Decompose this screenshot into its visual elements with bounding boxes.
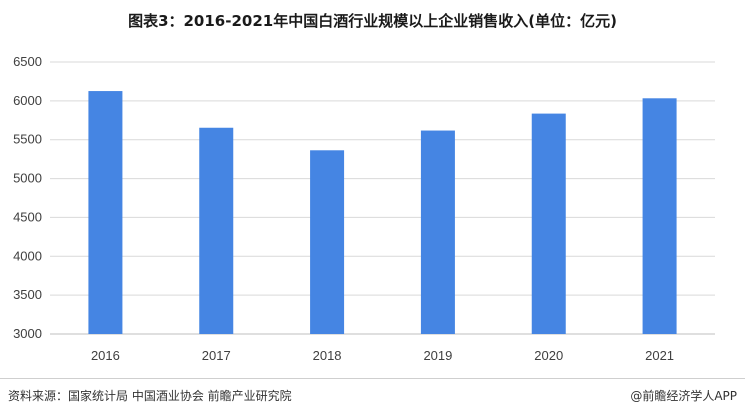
bar-2020 bbox=[531, 113, 566, 334]
brand-label: @前瞻经济学人APP bbox=[630, 389, 737, 403]
y-tick-label: 5500 bbox=[13, 132, 42, 147]
y-tick-label: 5000 bbox=[13, 171, 42, 186]
bar-2021 bbox=[642, 98, 677, 334]
x-tick-label: 2018 bbox=[313, 348, 342, 363]
bar-2017 bbox=[199, 127, 234, 335]
x-tick-label: 2019 bbox=[423, 348, 452, 363]
x-tick-label: 2020 bbox=[534, 348, 563, 363]
y-tick-label: 6500 bbox=[13, 54, 42, 69]
y-tick-label: 4000 bbox=[13, 248, 42, 263]
bar-2018 bbox=[310, 150, 345, 334]
source-note: 资料来源：国家统计局 中国酒业协会 前瞻产业研究院 bbox=[8, 389, 292, 403]
footer: 资料来源：国家统计局 中国酒业协会 前瞻产业研究院 @前瞻经济学人APP bbox=[0, 378, 745, 412]
x-tick-label: 2016 bbox=[91, 348, 120, 363]
bar-chart: 3000 3500 4000 4500 5000 5500 6000 6500 2016 2017… bbox=[13, 54, 715, 363]
y-tick-label: 3000 bbox=[13, 326, 42, 341]
bar-2016 bbox=[88, 91, 123, 334]
y-tick-label: 4500 bbox=[13, 209, 42, 224]
y-tick-label: 6000 bbox=[13, 93, 42, 108]
x-tick-label: 2021 bbox=[645, 348, 674, 363]
bar-2019 bbox=[420, 130, 455, 334]
y-tick-label: 3500 bbox=[13, 287, 42, 302]
x-tick-label: 2017 bbox=[202, 348, 231, 363]
chart-title: 图表3：2016-2021年中国白酒行业规模以上企业销售收入(单位：亿元) bbox=[128, 12, 617, 30]
